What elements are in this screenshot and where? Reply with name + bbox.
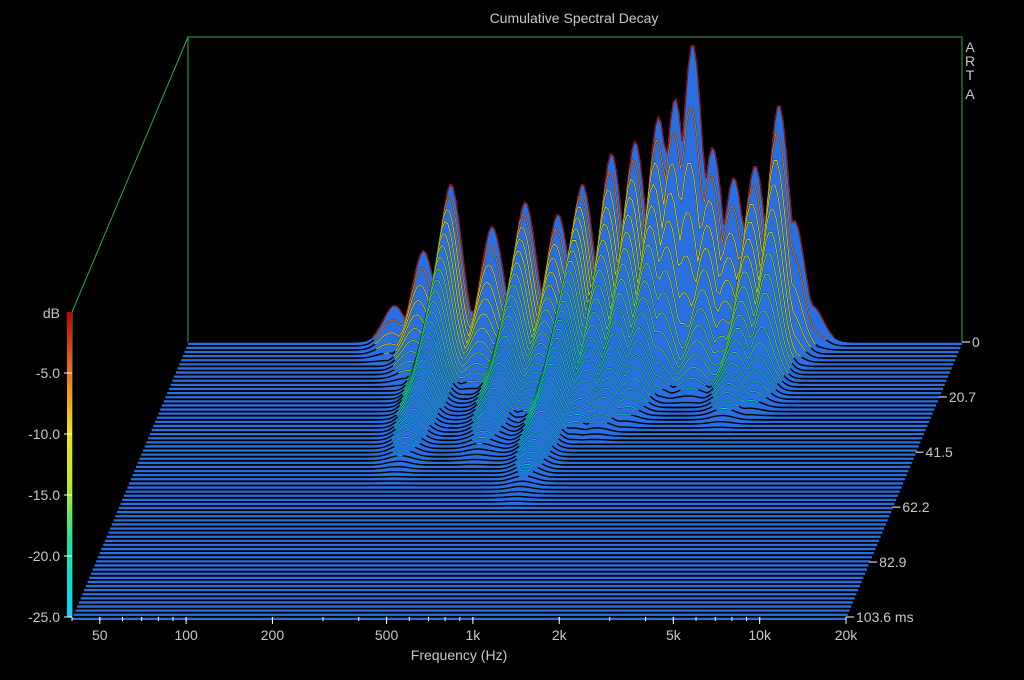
waterfall-slices (72, 44, 962, 620)
slice-floor (125, 486, 900, 493)
z-tick-label: -5.0 (36, 365, 60, 381)
t-tick-label: 41.5 (926, 444, 953, 460)
slice-floor (108, 530, 883, 534)
slice-peak-line (516, 451, 545, 460)
slice-peak-line (396, 445, 549, 457)
x-tick-label: 10k (748, 627, 772, 643)
slice-peak-line (391, 418, 559, 441)
slice-peak-line (395, 388, 608, 424)
slice-floor (99, 551, 874, 555)
z-tick-label: -10.0 (28, 426, 60, 442)
slice-floor (127, 481, 902, 489)
slice-floor (101, 547, 876, 551)
slice-floor (106, 534, 881, 538)
x-tick-label: 1k (465, 627, 481, 643)
slice-floor (91, 571, 865, 575)
slice-peak-line (401, 346, 759, 403)
slice-peak-line (392, 425, 558, 445)
slice-peak-line (394, 432, 553, 448)
z-tick-label: -15.0 (28, 487, 60, 503)
x-tick-label: 100 (174, 627, 198, 643)
t-tick-label: 62.2 (902, 499, 929, 515)
slice-peak-line (393, 396, 568, 428)
brand-letter: A (965, 39, 975, 55)
slice-floor (111, 522, 886, 526)
x-tick-label: 50 (92, 627, 108, 643)
z-axis-label: dB (43, 305, 60, 321)
slice-peak-line (397, 380, 613, 420)
slice-peak-line (399, 355, 740, 407)
slice-floor (123, 491, 898, 497)
slice-floor (92, 567, 867, 571)
brand-label: A R T A (965, 39, 975, 102)
slice-peak-line (408, 291, 785, 379)
slice-peak-line (394, 244, 795, 360)
slice-floor (96, 559, 871, 563)
chart-title: Cumulative Spectral Decay (490, 10, 659, 26)
slice-floor (73, 612, 848, 616)
slice-floor (77, 604, 852, 608)
slice-peak-line (394, 403, 563, 432)
side-wall-edge (71, 36, 189, 313)
slice-peak-line (394, 271, 791, 370)
x-tick-label: 20k (835, 627, 859, 643)
x-tick-label: 200 (261, 627, 285, 643)
slice-peak-line (397, 363, 732, 412)
t-tick-label: 0 (972, 334, 980, 350)
slice-edge (129, 475, 904, 483)
z-axis-ticks: -5.0 -10.0 -15.0 -20.0 -25.0 (28, 365, 72, 625)
color-bar (67, 312, 72, 617)
slice-floor (87, 580, 862, 584)
slice-peak-line (517, 469, 533, 473)
slice-floor (103, 543, 878, 547)
z-tick-label: -25.0 (28, 609, 60, 625)
slice-peak-line (403, 319, 777, 391)
slice-floor (129, 475, 904, 485)
slice-floor (84, 588, 859, 592)
x-tick-label: 500 (375, 627, 399, 643)
x-tick-label: 2k (552, 627, 568, 643)
slice-peak-line (392, 260, 793, 366)
t-tick-label: 82.9 (879, 554, 906, 570)
brand-letter: R (965, 53, 975, 69)
z-tick-label: -20.0 (28, 548, 60, 564)
slice-peak-line (395, 372, 632, 416)
x-tick-label: 5k (666, 627, 682, 643)
x-axis-label: Frequency (Hz) (411, 647, 507, 663)
slice-peak-line (392, 438, 551, 453)
slice-peak-line (402, 338, 767, 398)
slice-floor (98, 555, 872, 559)
slice-peak-line (405, 310, 778, 387)
time-axis-ticks: 0 20.7 41.5 62.2 82.9 103.6 ms (846, 334, 980, 625)
slice-floor (104, 539, 879, 542)
t-tick-label: 103.6 ms (856, 609, 914, 625)
slice-peak-line (398, 281, 789, 374)
slice-floor (122, 496, 897, 501)
slice-peak-line (516, 463, 538, 468)
slice-floor (115, 514, 890, 518)
slice-edge (125, 485, 900, 491)
slice-floor (113, 518, 888, 522)
slice-floor (89, 576, 864, 579)
brand-letter: T (966, 67, 975, 83)
slice-floor (72, 617, 846, 620)
slice-peak-line (515, 457, 543, 465)
slice-edge (120, 500, 895, 503)
slice-floor (78, 600, 853, 604)
slice-floor (80, 596, 855, 600)
slice-peak-line (393, 411, 561, 436)
slice-floor (94, 563, 869, 567)
brand-letter: A (965, 86, 975, 102)
t-tick-label: 20.7 (949, 389, 976, 405)
slice-floor (85, 584, 860, 588)
slice-floor (82, 592, 857, 596)
slice-floor (110, 526, 885, 530)
x-axis-ticks: 50 100 200 500 1k 2k 5k 10k 20k (71, 617, 859, 643)
slice-edge (122, 495, 897, 499)
color-bar-gradient (67, 312, 72, 617)
slice-floor (75, 608, 850, 612)
slice-edge (123, 490, 898, 495)
slice-edge (127, 480, 902, 487)
